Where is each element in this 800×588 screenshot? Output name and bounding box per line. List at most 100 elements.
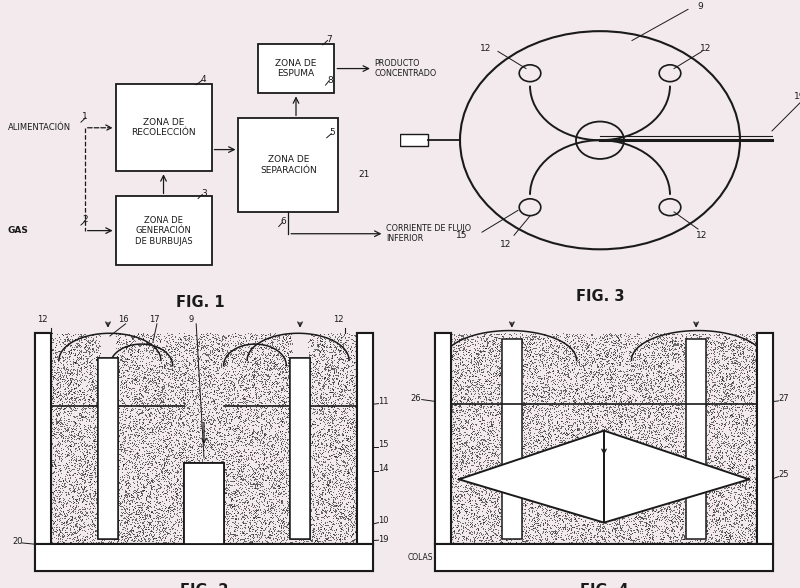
Point <box>738 355 751 364</box>
Point <box>345 466 358 476</box>
Point <box>62 506 75 516</box>
Point <box>46 523 58 533</box>
Point <box>324 524 337 534</box>
Point <box>730 413 743 422</box>
Point <box>271 332 284 342</box>
Point <box>117 427 130 437</box>
Point <box>490 336 503 345</box>
Point <box>504 525 517 534</box>
Point <box>321 362 334 372</box>
Point <box>591 451 604 460</box>
Point <box>543 483 556 493</box>
Point <box>659 333 672 342</box>
Point <box>262 359 275 368</box>
Point <box>482 428 494 437</box>
Point <box>688 512 701 522</box>
Point <box>454 370 466 380</box>
Point <box>480 485 493 494</box>
Point <box>242 387 254 397</box>
Point <box>129 472 142 481</box>
Point <box>339 443 352 452</box>
Point <box>627 503 640 513</box>
Point <box>318 374 330 383</box>
Point <box>625 397 638 406</box>
Point <box>530 491 543 500</box>
Point <box>56 370 69 380</box>
Point <box>260 505 273 514</box>
Point <box>667 419 680 428</box>
Point <box>692 413 705 423</box>
Point <box>114 510 126 519</box>
Point <box>610 350 623 360</box>
Point <box>222 516 234 526</box>
Point <box>699 537 712 546</box>
Point <box>602 463 614 473</box>
Point <box>748 420 761 430</box>
Point <box>698 346 711 355</box>
Point <box>727 461 740 470</box>
Point <box>731 359 744 369</box>
Point <box>261 506 274 515</box>
Point <box>558 384 571 393</box>
Point <box>246 372 259 381</box>
Point <box>565 450 578 460</box>
Point <box>216 335 229 344</box>
Point <box>312 523 325 532</box>
Point <box>318 453 331 462</box>
Point <box>111 440 124 450</box>
Point <box>48 431 61 440</box>
Point <box>138 536 151 545</box>
Point <box>213 338 226 348</box>
Point <box>167 486 180 496</box>
Point <box>588 492 601 501</box>
Point <box>49 353 62 362</box>
Point <box>662 502 675 512</box>
Point <box>734 497 747 506</box>
Point <box>450 499 463 508</box>
Point <box>705 442 718 452</box>
Point <box>450 352 463 362</box>
Point <box>650 426 662 436</box>
Point <box>242 460 254 470</box>
Point <box>506 531 518 540</box>
Point <box>561 477 574 487</box>
Point <box>254 478 267 487</box>
Point <box>180 451 193 460</box>
Point <box>74 408 86 417</box>
Point <box>490 366 503 376</box>
Point <box>86 516 99 526</box>
Point <box>312 340 325 350</box>
Point <box>154 534 167 544</box>
Point <box>89 530 102 539</box>
Point <box>676 474 689 483</box>
Point <box>146 376 158 385</box>
Point <box>462 480 474 490</box>
Point <box>182 375 195 385</box>
Point <box>617 349 630 359</box>
Point <box>504 408 517 417</box>
Point <box>722 537 734 547</box>
Point <box>157 513 170 522</box>
Point <box>711 409 724 418</box>
Point <box>271 435 284 444</box>
Point <box>723 527 736 536</box>
Point <box>116 461 129 470</box>
Point <box>114 501 127 510</box>
Point <box>447 425 460 434</box>
Point <box>470 360 482 369</box>
Point <box>146 400 159 410</box>
Point <box>278 398 290 407</box>
Point <box>345 418 358 427</box>
Point <box>481 450 494 460</box>
Point <box>198 348 211 358</box>
Point <box>614 383 626 393</box>
Point <box>507 358 520 368</box>
Point <box>717 346 730 356</box>
Point <box>320 399 333 408</box>
Point <box>267 459 280 468</box>
Point <box>578 495 590 505</box>
Point <box>451 372 464 382</box>
Point <box>469 474 482 483</box>
Point <box>574 333 587 343</box>
Point <box>63 393 76 403</box>
